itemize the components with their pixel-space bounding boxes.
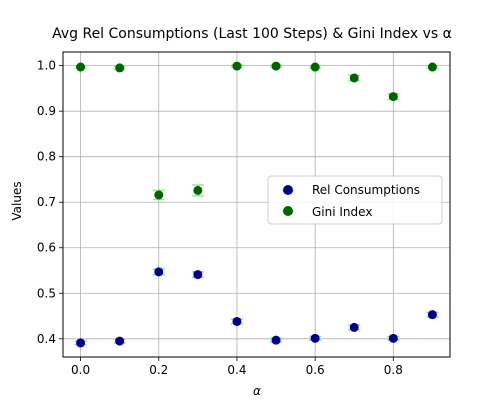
legend-label-rel-consumptions: Rel Consumptions <box>312 183 420 197</box>
point-gini-index <box>310 62 320 72</box>
point-rel-consumptions <box>427 310 437 320</box>
y-tick-label: 0.5 <box>37 286 56 300</box>
point-rel-consumptions <box>349 322 359 332</box>
x-tick-label: 0.4 <box>227 363 246 377</box>
x-tick-label: 0.2 <box>149 363 168 377</box>
legend: Rel Consumptions Gini Index <box>267 175 443 225</box>
point-rel-consumptions <box>310 333 320 343</box>
x-tick-label: 0.0 <box>71 363 90 377</box>
chart-title: Avg Rel Consumptions (Last 100 Steps) & … <box>52 26 452 42</box>
point-gini-index <box>76 62 86 72</box>
y-tick-label: 0.6 <box>37 241 56 255</box>
point-gini-index <box>154 190 164 200</box>
y-tick-label: 0.7 <box>37 195 56 209</box>
point-rel-consumptions <box>232 316 242 326</box>
y-tick-label: 0.9 <box>37 104 56 118</box>
grid <box>63 52 450 357</box>
point-rel-consumptions <box>271 335 281 345</box>
point-gini-index <box>427 62 437 72</box>
point-gini-index <box>232 61 242 71</box>
legend-entry-gini-index: Gini Index <box>282 205 372 219</box>
data-points <box>76 61 437 348</box>
legend-box <box>267 175 443 225</box>
point-gini-index <box>271 61 281 71</box>
legend-entry-rel-consumptions: Rel Consumptions <box>282 183 420 197</box>
point-rel-consumptions <box>115 336 125 346</box>
x-axis-label: α <box>253 384 261 398</box>
point-gini-index <box>349 73 359 83</box>
point-rel-consumptions <box>154 267 164 277</box>
point-rel-consumptions <box>76 338 86 348</box>
legend-label-gini-index: Gini Index <box>312 205 372 219</box>
y-axis-ticks: 0.4 0.5 0.6 0.7 0.8 0.9 1.0 <box>37 59 63 346</box>
y-tick-label: 0.4 <box>37 332 56 346</box>
point-gini-index <box>115 63 125 73</box>
point-rel-consumptions <box>193 270 203 280</box>
x-tick-label: 0.6 <box>306 363 325 377</box>
point-gini-index <box>388 92 398 102</box>
y-tick-label: 0.8 <box>37 150 56 164</box>
x-tick-label: 0.8 <box>384 363 403 377</box>
plot-area-frame <box>62 51 451 358</box>
y-tick-label: 1.0 <box>37 59 56 73</box>
point-rel-consumptions <box>388 333 398 343</box>
legend-marker-gini-index <box>283 206 293 216</box>
x-axis-ticks: 0.0 0.2 0.4 0.6 0.8 <box>71 357 403 377</box>
legend-marker-rel-consumptions <box>283 185 293 195</box>
y-axis-label: Values <box>10 181 24 220</box>
point-gini-index <box>193 185 203 195</box>
